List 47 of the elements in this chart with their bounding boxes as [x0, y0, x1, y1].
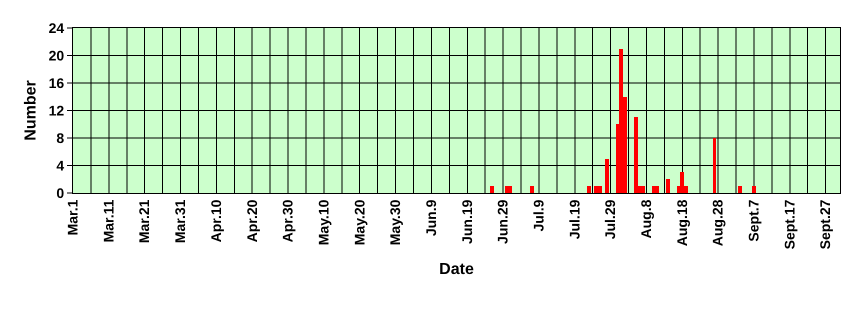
- y-tick-label: 24: [48, 20, 64, 36]
- x-tick-label: Apr.30: [280, 199, 296, 242]
- x-tick-label: Jul.19: [566, 199, 582, 240]
- x-tick-label: Aug.8: [638, 199, 654, 238]
- x-tick-label: Sept.7: [746, 199, 762, 242]
- x-tick-label: Sept.17: [781, 199, 798, 250]
- x-tick-label: Jun.29: [494, 199, 511, 244]
- bar: [666, 179, 670, 193]
- y-tick-label: 16: [48, 74, 64, 91]
- x-tick-label: Apr.10: [208, 199, 224, 242]
- x-tick-label: Apr.20: [244, 199, 260, 242]
- x-tick-label: Mar.21: [136, 199, 152, 244]
- x-tick-label: May.10: [315, 199, 332, 246]
- x-axis-title: Date: [439, 261, 474, 278]
- bar: [605, 159, 609, 193]
- x-tick-label: Sept.27: [817, 199, 834, 250]
- y-tick-label: 0: [56, 184, 64, 201]
- x-tick-label: May.20: [351, 199, 368, 246]
- x-tick-label: May.30: [387, 199, 404, 246]
- bar: [641, 186, 645, 193]
- x-tick-label: Jul.9: [530, 199, 546, 232]
- y-tick-label: 20: [48, 47, 64, 64]
- x-tick-label: Mar.11: [100, 199, 116, 242]
- x-tick-label: Jul.29: [602, 199, 618, 240]
- bar: [530, 186, 534, 193]
- y-axis-title: Number: [22, 80, 40, 141]
- bar: [634, 117, 638, 193]
- y-tick-label: 8: [56, 130, 64, 146]
- bar: [619, 49, 623, 193]
- bar: [713, 138, 716, 193]
- x-tick-label: Aug.28: [710, 199, 726, 246]
- x-tick-label: Jun.19: [458, 199, 475, 244]
- x-tick-label: Mar.1: [64, 199, 81, 236]
- bar: [752, 186, 756, 193]
- bar: [738, 186, 742, 193]
- y-tick-label: 12: [48, 102, 64, 118]
- bar: [490, 186, 494, 193]
- x-tick-label: Mar.31: [172, 199, 188, 244]
- bar: [655, 186, 659, 193]
- bar: [680, 172, 684, 193]
- bar: [587, 186, 591, 193]
- y-tick-label: 4: [56, 157, 64, 174]
- bar: [508, 186, 512, 193]
- x-tick-label: Jun.9: [422, 199, 439, 236]
- bar: [594, 186, 598, 193]
- bar: [598, 186, 602, 193]
- x-tick-label: Aug.18: [674, 199, 690, 246]
